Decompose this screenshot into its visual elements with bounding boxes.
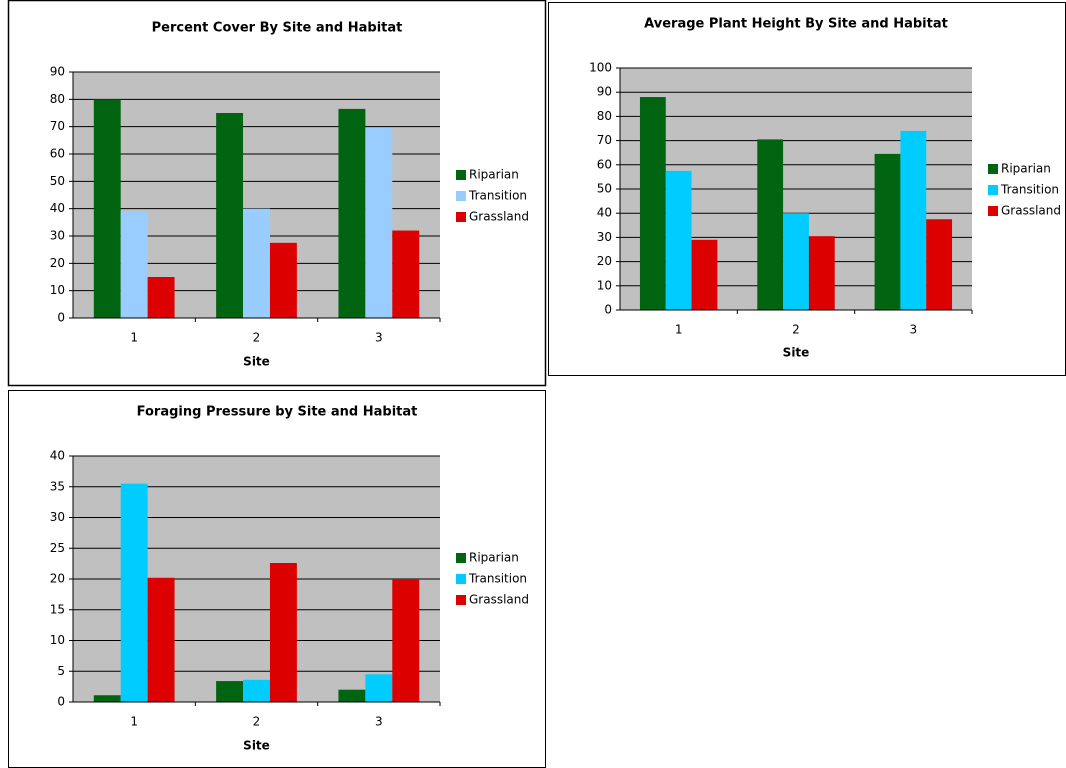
x-tick-label: 1	[130, 715, 138, 729]
y-tick-label: 5	[57, 664, 65, 678]
y-tick-label: 70	[597, 133, 612, 147]
chart-title: Average Plant Height By Site and Habitat	[644, 17, 948, 32]
x-axis-title: Site	[243, 739, 270, 753]
bar	[243, 208, 270, 318]
bar	[338, 689, 366, 702]
y-tick-label: 15	[50, 602, 65, 616]
bar	[808, 236, 835, 310]
legend-swatch	[988, 164, 998, 174]
legend-label: Grassland	[1001, 204, 1061, 218]
x-axis-title: Site	[243, 355, 270, 369]
x-tick-label: 1	[130, 331, 138, 345]
x-tick-label: 3	[910, 323, 918, 337]
y-tick-label: 90	[50, 65, 65, 79]
bar	[665, 170, 692, 310]
bar	[93, 695, 121, 702]
bar	[93, 99, 121, 318]
y-tick-label: 10	[597, 278, 612, 292]
legend-swatch	[456, 553, 466, 563]
bar	[120, 211, 148, 318]
bar	[269, 242, 297, 318]
y-tick-label: 20	[50, 572, 65, 586]
y-tick-label: 30	[597, 230, 612, 244]
legend-label: Grassland	[469, 593, 529, 607]
bar	[783, 213, 809, 310]
bar	[392, 230, 420, 318]
legend-swatch	[456, 595, 466, 605]
legend-label: Transition	[468, 572, 527, 586]
bar	[216, 681, 244, 702]
bar	[757, 139, 784, 310]
bar	[392, 579, 420, 702]
y-tick-label: 20	[50, 256, 65, 270]
bar	[639, 97, 666, 310]
legend-label: Transition	[1000, 183, 1059, 197]
y-tick-label: 90	[597, 85, 612, 99]
legend-label: Transition	[468, 189, 527, 203]
chart-title: Foraging Pressure by Site and Habitat	[137, 405, 418, 420]
bar	[338, 108, 366, 319]
y-tick-label: 30	[50, 510, 65, 524]
y-tick-label: 40	[597, 206, 612, 220]
y-tick-label: 0	[57, 311, 65, 325]
y-tick-label: 0	[57, 695, 65, 709]
y-tick-label: 80	[50, 92, 65, 106]
legend-swatch	[456, 170, 466, 180]
legend-swatch	[456, 212, 466, 222]
y-tick-label: 40	[50, 449, 65, 463]
y-tick-label: 50	[50, 174, 65, 188]
bar	[900, 130, 927, 310]
y-tick-label: 50	[597, 182, 612, 196]
y-tick-label: 35	[50, 479, 65, 493]
y-tick-label: 60	[597, 157, 612, 171]
x-tick-label: 3	[375, 715, 383, 729]
legend-label: Riparian	[469, 168, 519, 182]
legend-label: Riparian	[469, 551, 519, 565]
bar	[120, 483, 148, 702]
legend-label: Grassland	[469, 210, 529, 224]
bar	[147, 277, 175, 318]
bar	[926, 219, 953, 310]
y-tick-label: 25	[50, 541, 65, 555]
legend-swatch	[988, 206, 998, 216]
y-tick-label: 60	[50, 147, 65, 161]
bar	[269, 563, 297, 702]
legend-swatch	[988, 185, 998, 195]
bar	[216, 113, 244, 318]
y-tick-label: 10	[50, 283, 65, 297]
bar	[691, 239, 718, 310]
y-tick-label: 70	[50, 119, 65, 133]
y-tick-label: 10	[50, 633, 65, 647]
bar	[365, 674, 393, 702]
x-tick-label: 2	[253, 715, 261, 729]
x-tick-label: 2	[253, 331, 261, 345]
x-tick-label: 1	[675, 323, 683, 337]
legend-swatch	[456, 574, 466, 584]
y-tick-label: 30	[50, 229, 65, 243]
y-tick-label: 0	[604, 303, 612, 317]
y-tick-label: 20	[597, 254, 612, 268]
y-tick-label: 40	[50, 201, 65, 215]
y-tick-label: 80	[597, 109, 612, 123]
bar	[874, 153, 901, 310]
bar	[243, 679, 270, 702]
x-tick-label: 3	[375, 331, 383, 345]
chart-title: Percent Cover By Site and Habitat	[152, 21, 403, 36]
bar	[365, 128, 393, 318]
x-axis-title: Site	[783, 346, 810, 360]
y-tick-label: 100	[589, 61, 612, 75]
legend-swatch	[456, 191, 466, 201]
x-tick-label: 2	[792, 323, 800, 337]
bar	[147, 577, 175, 702]
legend-label: Riparian	[1001, 162, 1051, 176]
